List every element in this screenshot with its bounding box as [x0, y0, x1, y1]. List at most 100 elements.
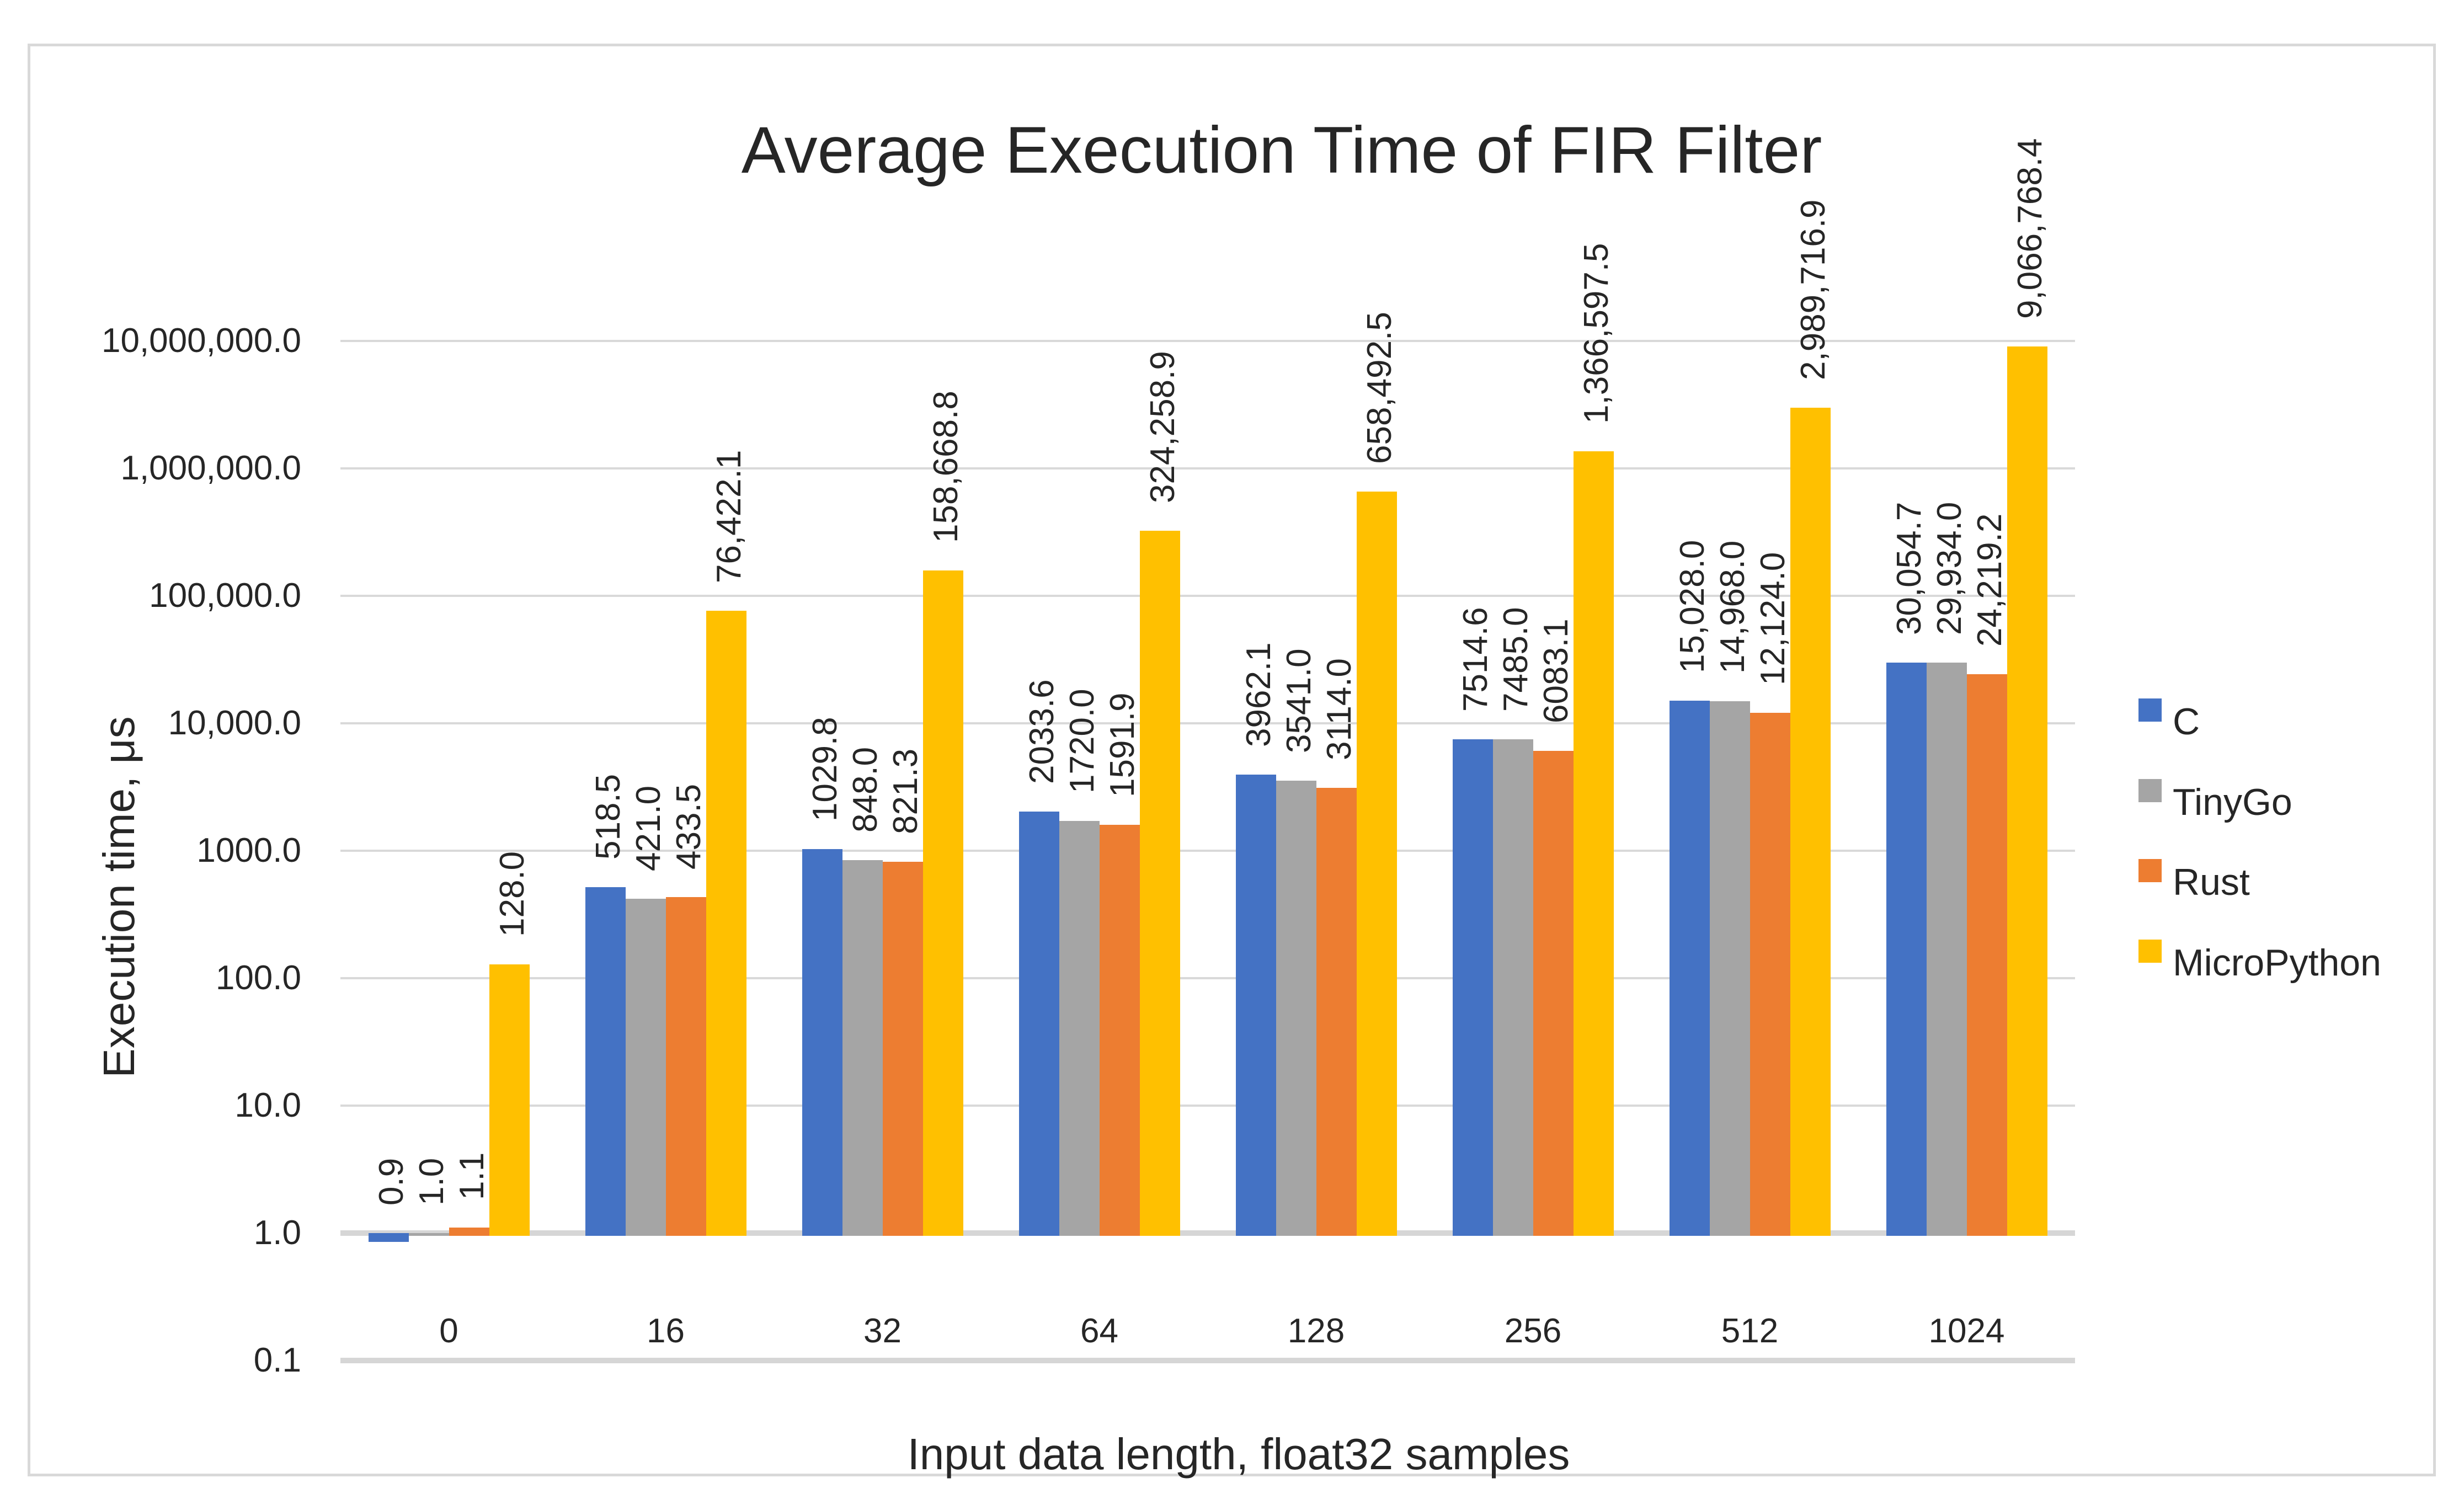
- bar-micropython-0: [489, 964, 530, 1236]
- bar-tinygo-256: [1492, 739, 1533, 1236]
- gridline-100.0: [340, 977, 2075, 979]
- bar-micropython-256: [1573, 451, 1614, 1236]
- y-tick-label: 0.1: [253, 1341, 301, 1379]
- y-tick-label: 10,000,000.0: [101, 322, 301, 360]
- bar-c-64: [1018, 811, 1059, 1236]
- chart-title: Average Execution Time of FIR Filter: [741, 113, 1822, 187]
- data-label-rust-1024: 24,219.2: [1971, 513, 2009, 647]
- legend-swatch-tinygo: [2138, 778, 2162, 802]
- bar-tinygo-128: [1276, 781, 1316, 1236]
- bar-tinygo-64: [1059, 820, 1100, 1236]
- x-tick-label-1024: 1024: [1928, 1312, 2005, 1350]
- bar-c-0: [368, 1233, 409, 1242]
- legend-label-rust: Rust: [2173, 861, 2250, 903]
- x-tick-label-128: 128: [1287, 1312, 1345, 1350]
- bar-c-128: [1235, 774, 1276, 1236]
- legend-label-c: C: [2173, 701, 2200, 743]
- bar-c-256: [1452, 739, 1493, 1236]
- bar-tinygo-16: [625, 898, 666, 1236]
- bar-c-16: [585, 887, 626, 1236]
- legend-swatch-rust: [2138, 859, 2162, 882]
- data-label-rust-256: 6083.1: [1537, 618, 1575, 723]
- x-tick-label-0: 0: [439, 1312, 458, 1350]
- legend-label-micropython: MicroPython: [2173, 941, 2381, 984]
- data-label-c-64: 2033.6: [1023, 679, 1061, 784]
- data-label-rust-128: 3114.0: [1320, 658, 1358, 761]
- bar-rust-256: [1533, 750, 1574, 1236]
- gridline-10,000.0: [340, 722, 2075, 724]
- data-label-rust-32: 821.3: [887, 748, 925, 834]
- bar-rust-1024: [1966, 674, 2007, 1236]
- data-label-c-256: 7514.6: [1457, 607, 1495, 712]
- y-tick-label: 10.0: [234, 1086, 301, 1124]
- y-tick-label: 1.0: [253, 1214, 301, 1252]
- x-tick-label-16: 16: [647, 1312, 685, 1350]
- bar-rust-512: [1750, 712, 1790, 1236]
- x-tick-label-512: 512: [1721, 1312, 1779, 1350]
- data-label-c-1024: 30,054.7: [1890, 502, 1928, 635]
- y-tick-label: 10,000.0: [168, 704, 301, 742]
- bar-c-1024: [1886, 662, 1927, 1236]
- y-axis-title: Execution time, μs: [94, 716, 143, 1078]
- bar-rust-32: [882, 861, 923, 1236]
- y-tick-label: 1,000,000.0: [120, 449, 301, 487]
- bar-micropython-16: [706, 610, 746, 1236]
- bar-micropython-512: [1790, 408, 1831, 1236]
- gridline-0.1: [340, 1358, 2075, 1363]
- bar-rust-128: [1316, 788, 1357, 1236]
- x-axis-title: Input data length, float32 samples: [907, 1429, 1570, 1479]
- bar-micropython-64: [1139, 530, 1180, 1236]
- chart-frame: Average Execution Time of FIR Filter Exe…: [28, 44, 2436, 1479]
- bar-rust-0: [449, 1228, 489, 1236]
- bar-tinygo-0: [408, 1233, 449, 1236]
- data-label-c-16: 518.5: [589, 773, 627, 860]
- data-label-tinygo-512: 14,968.0: [1714, 540, 1752, 674]
- y-tick-label: 100,000.0: [149, 577, 301, 615]
- data-label-tinygo-256: 7485.0: [1497, 607, 1535, 712]
- legend-label-tinygo: TinyGo: [2173, 781, 2292, 823]
- data-label-micropython-128: 658,492.5: [1361, 312, 1399, 464]
- gridline-1.0: [340, 1230, 2075, 1236]
- gridline-100,000.0: [340, 595, 2075, 597]
- data-label-micropython-0: 128.0: [493, 851, 531, 937]
- data-label-micropython-64: 324,258.9: [1144, 351, 1182, 503]
- x-tick-label-64: 64: [1080, 1312, 1118, 1350]
- data-label-micropython-256: 1,366,597.5: [1577, 243, 1615, 424]
- data-label-rust-512: 12,124.0: [1754, 552, 1792, 685]
- data-label-tinygo-1024: 29,934.0: [1930, 502, 1969, 635]
- data-label-tinygo-128: 3541.0: [1280, 648, 1318, 754]
- bar-rust-16: [665, 897, 706, 1236]
- bar-micropython-128: [1356, 491, 1397, 1236]
- data-label-rust-16: 433.5: [670, 783, 708, 869]
- bar-micropython-32: [922, 570, 963, 1236]
- legend-swatch-c: [2138, 698, 2162, 722]
- bar-tinygo-32: [842, 860, 883, 1236]
- y-tick-label: 1000.0: [196, 831, 301, 869]
- gridline-10.0: [340, 1105, 2075, 1107]
- data-label-rust-64: 1591.9: [1103, 692, 1142, 798]
- data-label-micropython-32: 158,668.8: [927, 390, 965, 543]
- data-label-micropython-512: 2,989,716.9: [1794, 199, 1832, 381]
- gridline-1000.0: [340, 850, 2075, 852]
- bar-tinygo-512: [1709, 701, 1750, 1236]
- legend-swatch-micropython: [2138, 939, 2162, 963]
- data-label-tinygo-64: 1720.0: [1063, 688, 1101, 793]
- bar-c-512: [1669, 701, 1710, 1236]
- bar-tinygo-1024: [1926, 663, 1967, 1236]
- data-label-tinygo-32: 848.0: [846, 746, 884, 833]
- x-tick-label-256: 256: [1504, 1312, 1562, 1350]
- data-label-micropython-1024: 9,066,768.4: [2011, 138, 2049, 319]
- x-tick-label-32: 32: [863, 1312, 902, 1350]
- data-label-micropython-16: 76,422.1: [710, 450, 748, 583]
- data-label-tinygo-16: 421.0: [630, 785, 668, 871]
- y-tick-label: 100.0: [215, 959, 301, 997]
- gridline-10,000,000.0: [340, 340, 2075, 342]
- data-label-rust-0: 1.1: [453, 1153, 491, 1201]
- data-label-c-128: 3962.1: [1240, 642, 1278, 747]
- bar-micropython-1024: [2007, 346, 2047, 1236]
- gridline-1,000,000.0: [340, 467, 2075, 470]
- bar-c-32: [802, 849, 842, 1236]
- data-label-tinygo-0: 1.0: [413, 1157, 451, 1205]
- data-label-c-32: 1029.8: [806, 717, 844, 822]
- data-label-c-0: 0.9: [372, 1157, 410, 1205]
